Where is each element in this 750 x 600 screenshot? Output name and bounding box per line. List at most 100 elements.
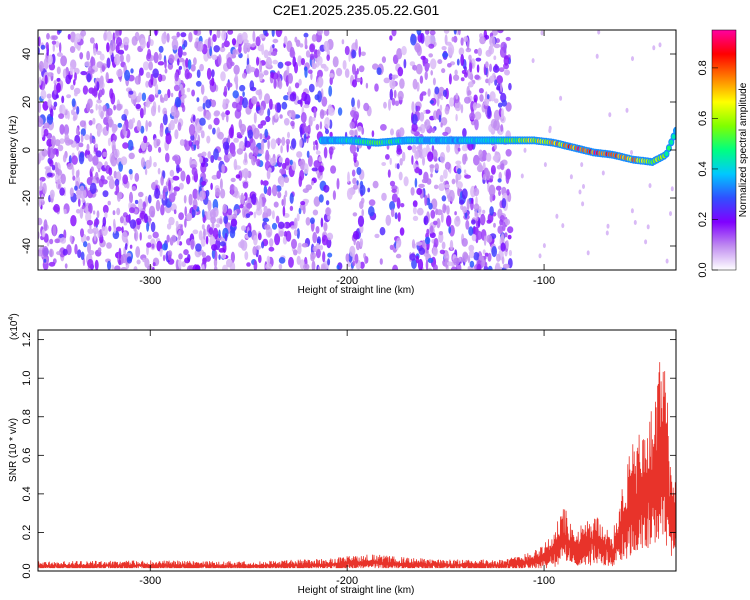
spectrogram-cell xyxy=(439,152,446,164)
spectrogram-cell xyxy=(71,109,75,116)
y-tick-label: 0.2 xyxy=(21,525,33,540)
spectrogram-cell xyxy=(78,198,81,207)
spectrogram-cell xyxy=(226,82,233,88)
spectrogram-cell xyxy=(199,63,205,72)
spectrogram-cell xyxy=(234,74,239,86)
spectrogram-cell xyxy=(215,223,220,228)
spectrogram-cell xyxy=(332,56,339,68)
spectrogram-cell xyxy=(444,161,451,170)
spectrogram-cell xyxy=(86,154,89,159)
spectrogram-cell xyxy=(185,57,189,68)
spectrogram-cell xyxy=(67,33,71,40)
spectrogram-cell xyxy=(412,200,418,208)
spectrogram-cell xyxy=(300,112,307,124)
spectrogram-cell xyxy=(419,75,424,84)
spectrogram-cell xyxy=(352,177,357,185)
spectrogram-cell xyxy=(220,71,226,82)
spectrogram-cell xyxy=(352,230,360,240)
spectrogram-cell xyxy=(432,246,438,257)
spectrogram-cell xyxy=(84,134,90,141)
spectrogram-cell xyxy=(311,117,316,122)
spectrogram-cell xyxy=(390,128,394,136)
spectrogram-cell xyxy=(410,33,417,46)
spectrogram-cell xyxy=(301,242,309,248)
spectrogram-cell xyxy=(169,169,175,177)
spectrogram-cell xyxy=(412,64,417,71)
spectrogram-cell xyxy=(289,92,297,102)
spectrogram-cell xyxy=(299,203,306,211)
spectrogram-cell xyxy=(136,259,141,265)
spectrogram-cell xyxy=(311,167,318,172)
spectrogram-cell xyxy=(411,144,417,154)
spectrogram-cell xyxy=(86,50,90,61)
spectrogram-cell xyxy=(179,139,185,146)
spectrogram-cell xyxy=(126,53,131,63)
spectrogram-cell xyxy=(115,30,120,36)
spectrogram-cell xyxy=(115,226,122,232)
spectrogram-cell xyxy=(47,146,51,158)
spectrogram-cell xyxy=(313,107,317,119)
spectrogram-cell xyxy=(262,180,269,186)
spectrogram-cell xyxy=(238,43,242,54)
spectrogram-cell xyxy=(172,155,179,162)
spectrogram-cell xyxy=(127,139,134,151)
spectrogram-cell xyxy=(469,112,476,121)
spectrogram-cell xyxy=(96,81,100,91)
spectrogram-cell xyxy=(63,229,67,240)
spectrogram-cell xyxy=(325,207,332,216)
spectrogram-cell xyxy=(396,163,400,170)
spectrogram-cell xyxy=(463,72,468,78)
spectrogram-cell xyxy=(459,199,465,205)
spectrogram-cell xyxy=(170,203,177,212)
spectrogram-cell xyxy=(203,108,207,117)
spectrogram-cell xyxy=(96,61,104,68)
spectrogram-cell xyxy=(67,110,70,120)
spectrogram-cell xyxy=(252,127,260,140)
spectrogram-cell xyxy=(348,53,351,62)
spectrogram-cell xyxy=(177,122,182,131)
spectrogram-cell xyxy=(412,113,418,125)
spectrogram-cell xyxy=(121,231,128,243)
spectrogram-cell xyxy=(344,45,350,56)
spectrogram-cell xyxy=(360,197,365,204)
spectrogram-cell xyxy=(89,132,93,145)
spectrogram-cell xyxy=(270,138,277,150)
spectrogram-cell xyxy=(318,194,324,203)
spectrogram-cell xyxy=(113,134,118,141)
spectrogram-cell xyxy=(269,157,277,167)
spectrogram-cell xyxy=(277,191,282,199)
spectrogram-cell xyxy=(58,30,62,34)
spectrogram-cell xyxy=(298,78,302,86)
spectrogram-cell xyxy=(352,63,356,74)
spectrogram-cell xyxy=(608,112,612,118)
spectrogram-cell xyxy=(439,249,446,255)
spectrogram-cell xyxy=(81,205,85,210)
spectrogram-cell xyxy=(47,72,54,77)
spectrogram-cell xyxy=(128,168,133,175)
spectrogram-cell xyxy=(508,249,512,257)
spectrogram-cell xyxy=(283,95,290,101)
spectrogram-cell xyxy=(559,95,563,101)
spectrogram-cell xyxy=(433,184,439,190)
spectrogram-cell xyxy=(236,148,244,155)
spectrogram-cell xyxy=(114,265,121,270)
spectrogram-cell xyxy=(327,252,333,258)
spectrogram-cell xyxy=(300,98,303,108)
spectrogram-cell xyxy=(402,151,406,162)
spectrogram-cell xyxy=(482,209,486,214)
spectrogram-cell xyxy=(152,231,159,239)
spectrogram-cell xyxy=(125,214,131,223)
spectrogram-cell xyxy=(267,108,271,117)
spectrogram-cell xyxy=(497,178,502,183)
spectrogram-cell xyxy=(86,73,92,83)
spectrogram-cell xyxy=(389,79,396,90)
spectrogram-cell xyxy=(275,215,280,224)
spectrogram-cell xyxy=(73,79,76,86)
spectrogram-cell xyxy=(162,254,166,262)
spectrogram-cell xyxy=(223,85,228,98)
spectrogram-cell xyxy=(285,230,292,242)
spectrogram-cell xyxy=(364,255,368,264)
spectrogram-cell xyxy=(403,176,409,187)
spectrogram-cell xyxy=(144,168,148,176)
spectrogram-cell xyxy=(467,81,474,88)
